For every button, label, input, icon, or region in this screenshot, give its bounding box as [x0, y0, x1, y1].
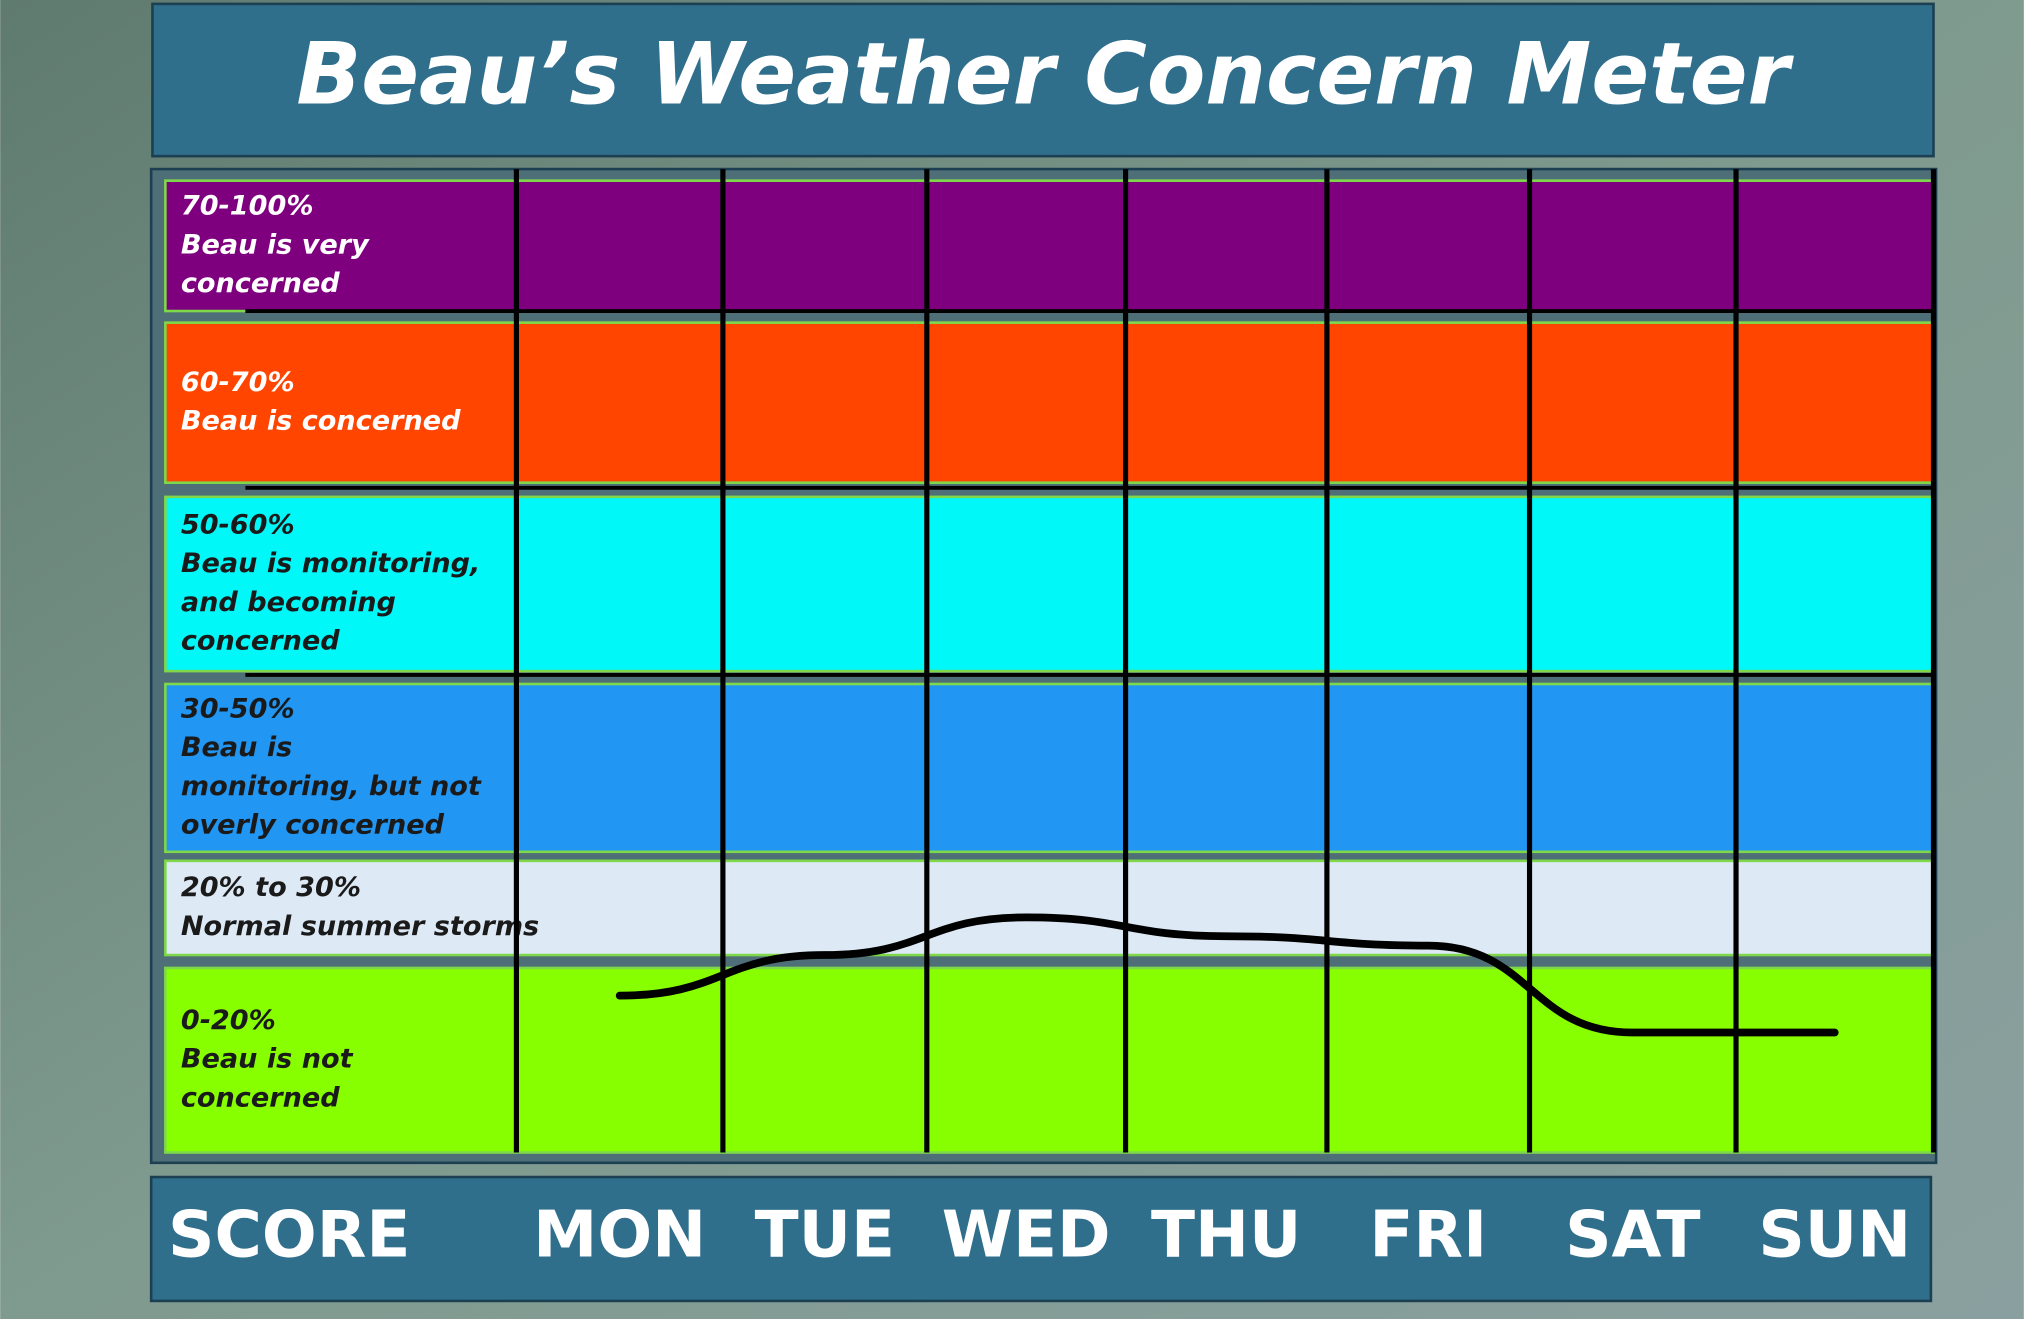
band-description: monitoring, but not [181, 771, 482, 802]
band [164, 179, 1935, 313]
band [164, 859, 1935, 957]
title-box [151, 2, 1935, 158]
day-label: SUN [1758, 1198, 1911, 1273]
band-description: Beau is [181, 732, 292, 763]
day-bar [149, 1175, 1933, 1303]
band-description: Beau is very [181, 229, 370, 260]
band-range: 50-60% [181, 509, 295, 540]
day-label: THU [1151, 1198, 1301, 1273]
day-label: WED [942, 1198, 1111, 1273]
band-description: Beau is monitoring, [181, 548, 481, 579]
band [164, 321, 1935, 484]
band [164, 495, 1935, 673]
day-label: MON [533, 1198, 706, 1273]
chart-title: Beau’s Weather Concern Meter [296, 25, 1794, 124]
band-range: 60-70% [181, 367, 295, 398]
band-range: 30-50% [181, 693, 295, 724]
band-description: concerned [181, 626, 340, 657]
band-description: concerned [181, 268, 340, 299]
band-range: 70-100% [181, 191, 314, 222]
band-description: concerned [181, 1082, 340, 1113]
band-description: and becoming [181, 587, 396, 618]
band-range: 20% to 30% [181, 872, 361, 903]
day-label: SAT [1565, 1198, 1700, 1273]
band-description: Beau is not [181, 1044, 354, 1075]
score-label: SCORE [168, 1198, 410, 1273]
band [164, 682, 1935, 854]
band-range: 0-20% [181, 1005, 276, 1036]
band-description: Normal summer storms [181, 911, 539, 942]
day-label: FRI [1369, 1198, 1487, 1273]
day-label: TUE [755, 1198, 895, 1273]
band [164, 966, 1935, 1154]
concern-line [615, 913, 1839, 1037]
band-description: Beau is concerned [181, 406, 461, 437]
band-description: overly concerned [181, 809, 445, 840]
plot: 70-100% Beau is very concerned 60-70% Beau i… [164, 169, 1937, 1273]
